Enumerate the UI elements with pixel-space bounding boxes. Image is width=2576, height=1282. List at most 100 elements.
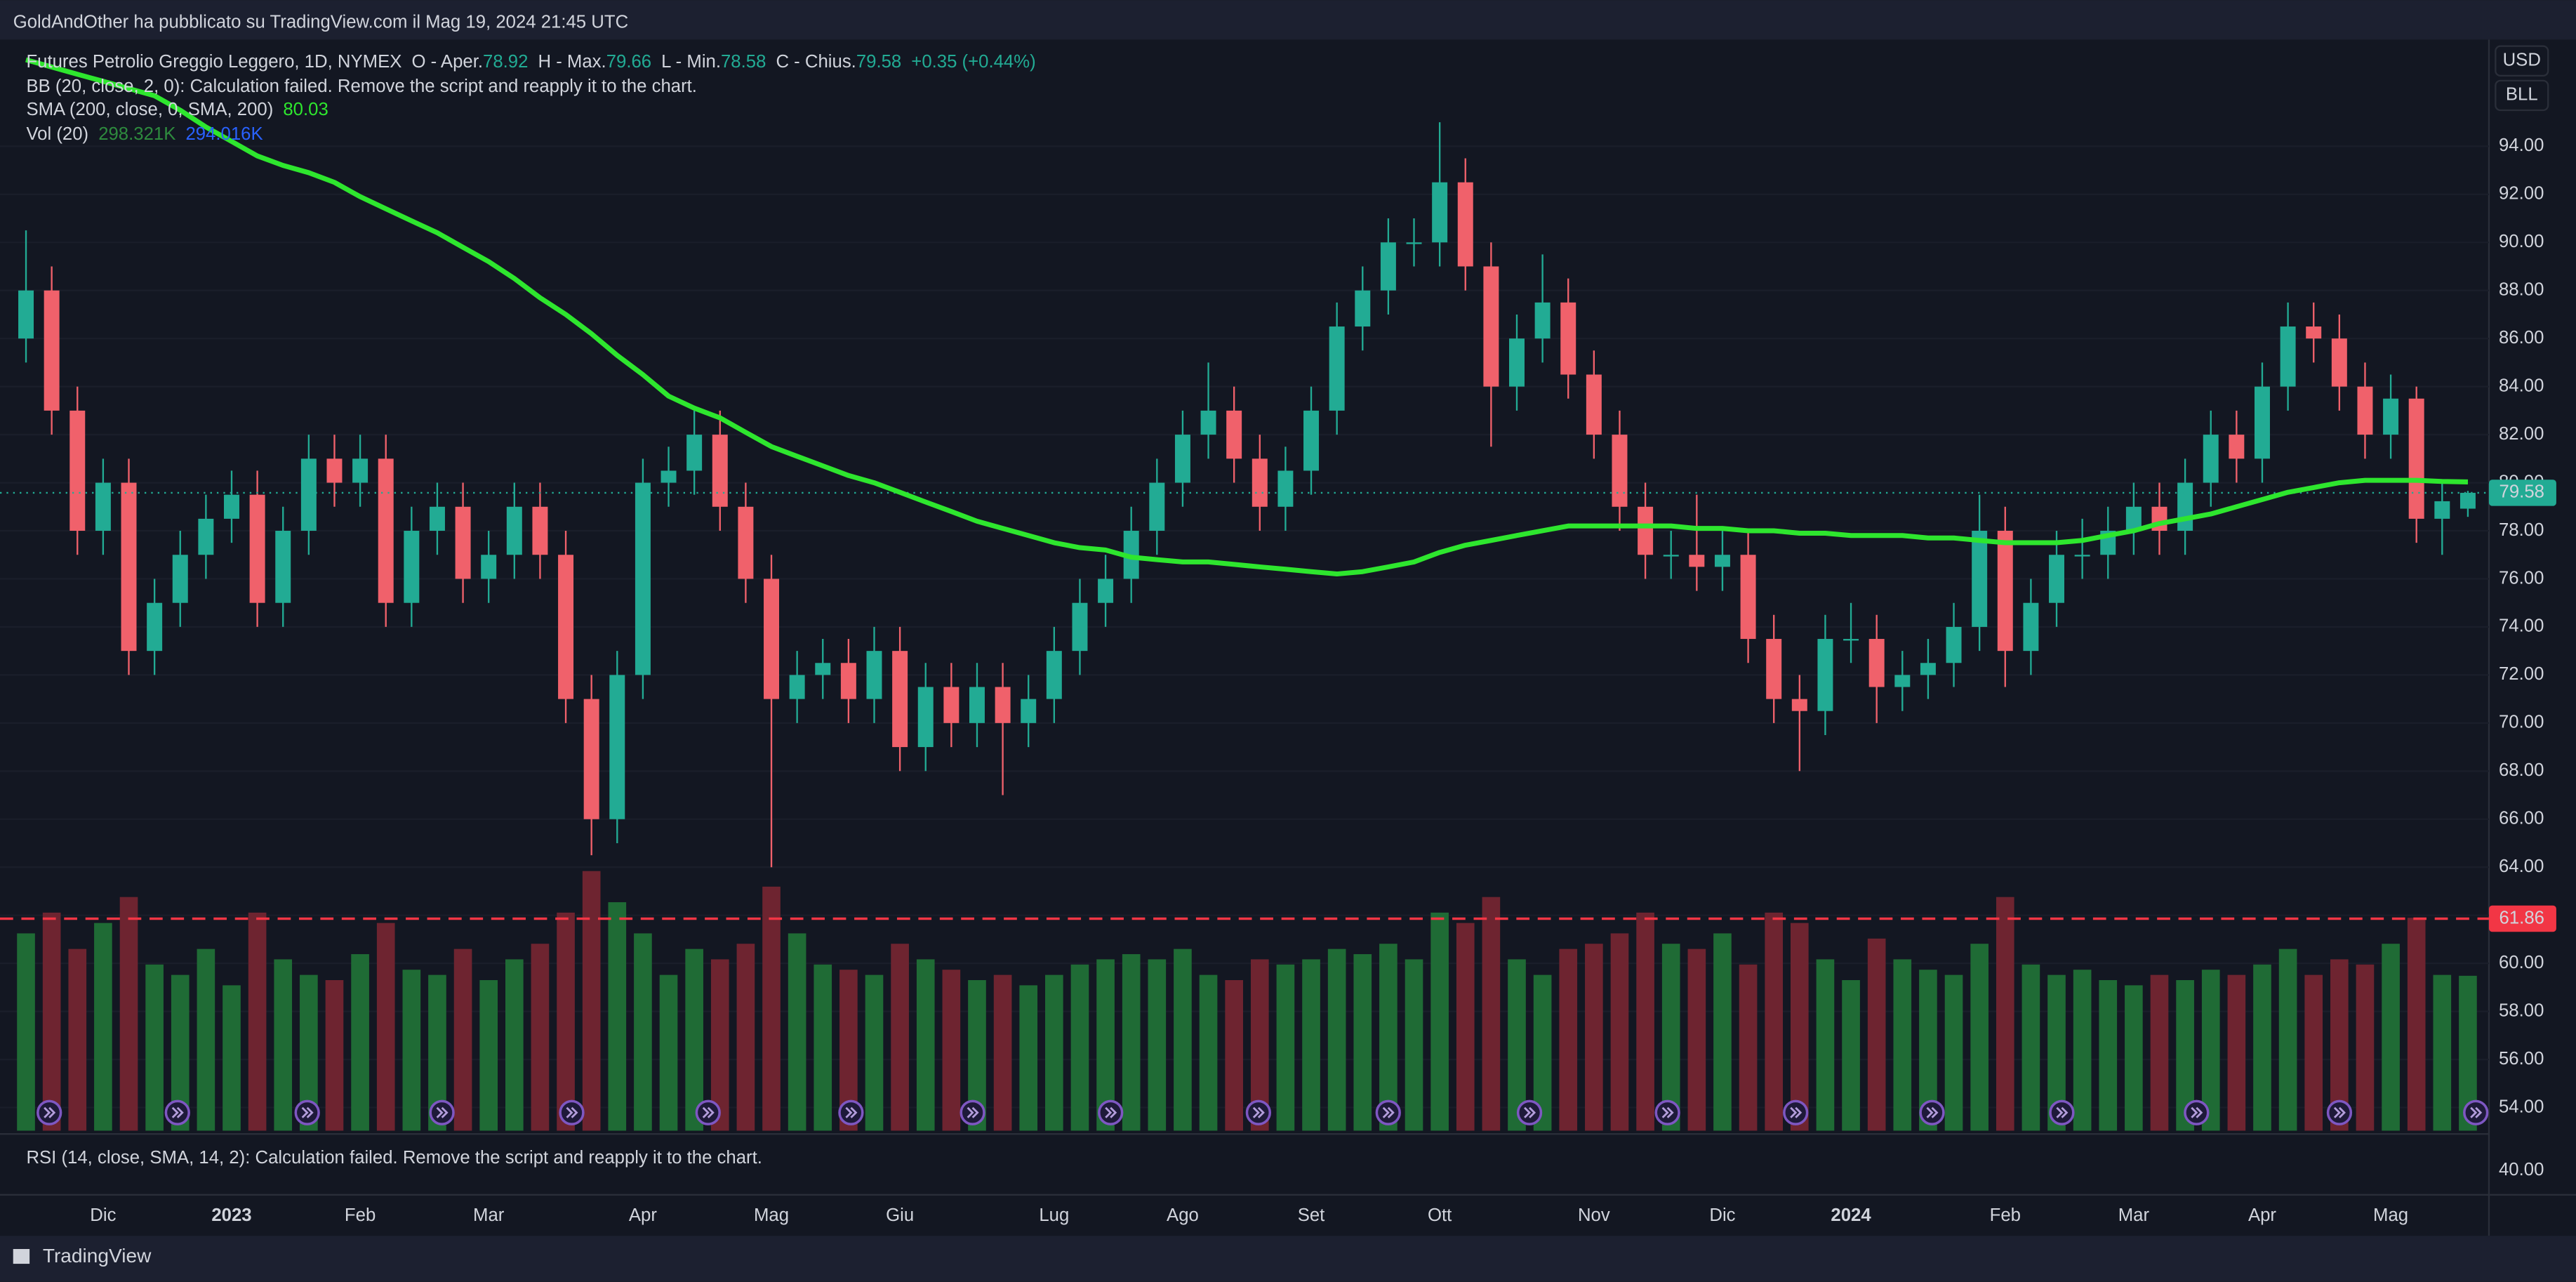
volume-bar [1970, 944, 1989, 1131]
x-tick-label: 2024 [1831, 1205, 1871, 1225]
candle-body [764, 579, 780, 699]
candle-body [1534, 302, 1551, 339]
volume-bar [659, 974, 678, 1131]
candle-body [892, 651, 908, 748]
x-tick-label: 2023 [211, 1205, 251, 1225]
change-value: +0.35 (+0.44%) [911, 52, 1035, 72]
y-tick-label: 72.00 [2499, 664, 2544, 684]
candle-body [2023, 602, 2039, 652]
candle-body [2383, 398, 2399, 435]
event-icon-glyph [1524, 1106, 1536, 1118]
brand: TradingView [43, 1245, 152, 1267]
volume-bar [479, 979, 498, 1131]
candle-body [583, 699, 599, 819]
volume-bar [453, 949, 472, 1131]
unit[interactable]: BLL [2506, 85, 2538, 105]
candle-body [481, 555, 497, 579]
volume-bar [1713, 933, 1732, 1131]
y-tick-label: 88.00 [2499, 280, 2544, 300]
candle-body [1740, 555, 1756, 640]
x-tick-label: Giu [886, 1205, 914, 1225]
volume-bar [2278, 949, 2297, 1131]
candle-body [969, 687, 985, 723]
candle-body [1638, 506, 1654, 555]
footer-bar [0, 1236, 2576, 1282]
currency[interactable]: USD [2503, 51, 2541, 70]
y-tick-label: 60.00 [2499, 953, 2544, 972]
candle-body [1817, 639, 1833, 711]
candle-body [2125, 506, 2142, 531]
y-tick-label: 94.00 [2499, 136, 2544, 155]
candle-body [1406, 242, 1422, 244]
event-icon-glyph [702, 1106, 715, 1118]
volume-bar [376, 923, 395, 1131]
volume-bar [1430, 912, 1449, 1131]
candle-body [840, 663, 856, 699]
candle-body [224, 494, 239, 519]
x-tick-label: Feb [1990, 1205, 2021, 1225]
volume-bar [2099, 979, 2118, 1131]
volume-bar [557, 912, 575, 1131]
candle-body [2074, 555, 2090, 557]
candle-body [2459, 492, 2476, 509]
candle-body [1252, 458, 1268, 507]
volume-bar [736, 944, 755, 1131]
x-tick-label: Lug [1039, 1205, 1069, 1225]
volume-bar [119, 897, 138, 1131]
candle-body [1791, 699, 1807, 711]
x-tick-label: Mag [2373, 1205, 2408, 1225]
x-tick-label: Mag [754, 1205, 789, 1225]
candle-body [2357, 386, 2373, 435]
volume-bar [2407, 918, 2426, 1131]
candle-body [198, 518, 214, 555]
x-tick-label: Ago [1167, 1205, 1199, 1225]
candle-body [1612, 435, 1628, 507]
candle-body [1560, 302, 1576, 375]
volume-bar [1456, 923, 1475, 1131]
volume-bar [1327, 949, 1346, 1131]
candle-body [532, 506, 548, 555]
candle-body [2331, 338, 2347, 387]
x-tick-label: Apr [629, 1205, 657, 1225]
y-tick-label: 56.00 [2499, 1049, 2544, 1069]
volume-bar [2356, 964, 2375, 1131]
event-icon-glyph [301, 1106, 314, 1118]
volume-bar [2433, 974, 2452, 1131]
event-icon-glyph [967, 1106, 979, 1118]
candle-body [866, 651, 882, 699]
event-icon-glyph [566, 1106, 578, 1118]
volume-bar [1405, 959, 1423, 1131]
volume-bar [1070, 964, 1089, 1131]
candle-body [1355, 290, 1371, 327]
candle-body [1997, 531, 2013, 652]
x-tick-label: Apr [2248, 1205, 2276, 1225]
y-tick-label: 92.00 [2499, 184, 2544, 204]
x-tick-label: Ott [1428, 1205, 1452, 1225]
volume-bar [916, 959, 935, 1131]
candle-body [660, 470, 677, 483]
volume-bar [1765, 912, 1784, 1131]
event-icon-glyph [44, 1106, 56, 1118]
volume-bar [891, 944, 909, 1131]
volume-bar [197, 949, 215, 1131]
high-label: H - Max. [538, 52, 606, 72]
y-tick-label: 90.00 [2499, 232, 2544, 251]
candle-body [326, 458, 343, 483]
volume-bar [1739, 964, 1758, 1131]
symbol-title: Futures Petrolio Greggio Leggero, 1D, NY… [26, 52, 401, 72]
currency-button[interactable] [2495, 45, 2549, 77]
volume-bar [1199, 974, 1218, 1131]
event-icon-glyph [2470, 1106, 2483, 1118]
y-tick-label: 64.00 [2499, 857, 2544, 876]
candle-body [18, 290, 34, 339]
y-tick-label: 78.00 [2499, 520, 2544, 540]
candle-body [789, 675, 805, 699]
low-value: 78.58 [721, 52, 766, 72]
x-tick-label: Mar [2118, 1205, 2150, 1225]
rsi-legend: RSI (14, close, SMA, 14, 2): Calculation… [26, 1148, 762, 1168]
x-tick-label: Nov [1578, 1205, 1610, 1225]
volume-bar [1610, 933, 1629, 1131]
vol-legend: Vol (20) 298.321K 294.016K [26, 124, 263, 144]
volume-bar [608, 902, 627, 1131]
unit-button[interactable] [2495, 79, 2549, 112]
